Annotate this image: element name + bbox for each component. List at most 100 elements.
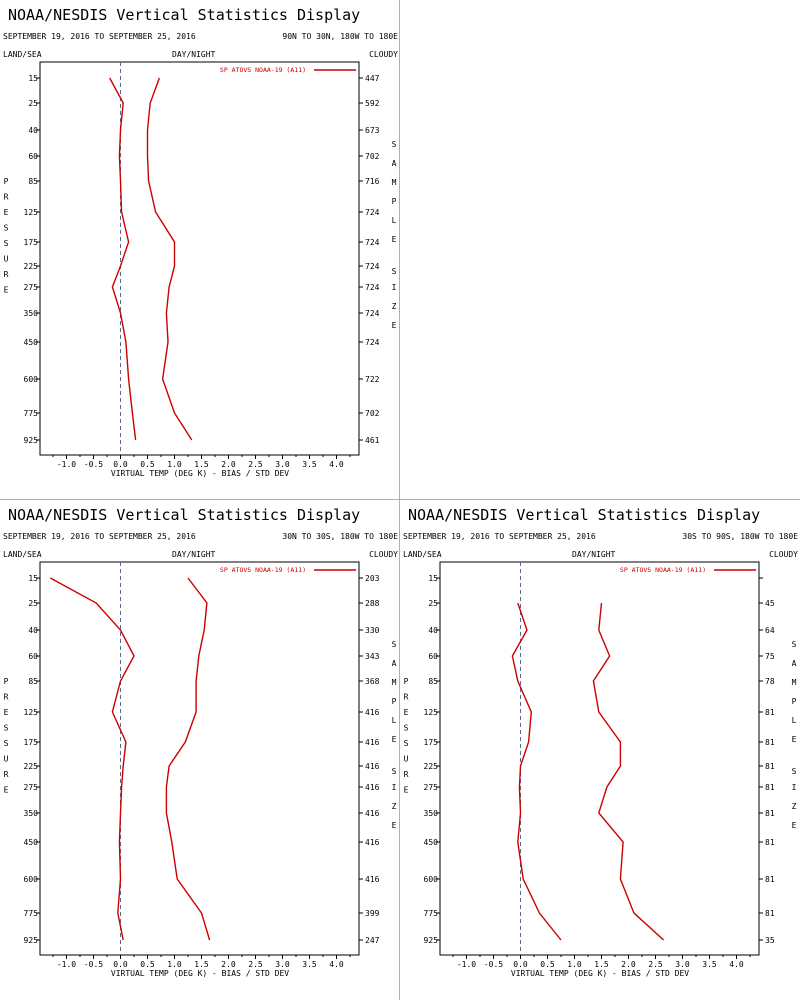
y-tick-label: 60 xyxy=(428,652,438,661)
y-axis-label-letter: P xyxy=(4,677,9,686)
x-tick-label: -1.0 xyxy=(57,460,76,469)
y2-axis-label-letter: E xyxy=(792,821,797,830)
y-tick-label: 925 xyxy=(424,936,439,945)
y2-axis-label-letter: S xyxy=(792,640,797,649)
x-tick-label: -0.5 xyxy=(84,460,103,469)
sample-size-label: 343 xyxy=(365,652,380,661)
x-tick-label: 2.0 xyxy=(621,960,636,969)
corner-label-day-night: DAY/NIGHT xyxy=(172,50,216,59)
x-tick-label: 1.0 xyxy=(167,960,182,969)
y2-axis-label-letter: I xyxy=(392,283,397,292)
y-tick-label: 125 xyxy=(24,708,39,717)
corner-label-land-sea: LAND/SEA xyxy=(3,550,42,559)
y-tick-label: 600 xyxy=(24,375,39,384)
sample-size-label: 702 xyxy=(365,409,380,418)
chart-svg: NOAA/NESDIS Vertical Statistics Display S… xyxy=(403,506,798,978)
sample-size-label: 673 xyxy=(365,126,380,135)
sample-size-label: 724 xyxy=(365,262,380,271)
y2-axis-label-letter: S xyxy=(392,140,397,149)
chart-title: NOAA/NESDIS Vertical Statistics Display xyxy=(8,506,360,524)
y2-axis-label-letter: M xyxy=(392,678,397,687)
legend-label: SP ATOVS NOAA-19 (A11) xyxy=(220,66,306,74)
y-tick-label: 175 xyxy=(424,738,439,747)
x-tick-label: 2.5 xyxy=(648,960,663,969)
x-tick-label: 1.5 xyxy=(194,460,209,469)
corner-label-day-night: DAY/NIGHT xyxy=(172,550,216,559)
x-tick-label: 1.5 xyxy=(194,960,209,969)
plot-frame xyxy=(39,561,360,956)
sample-size-label: 81 xyxy=(765,738,775,747)
y-axis-label-letter: R xyxy=(4,770,9,779)
y-tick-label: 225 xyxy=(424,762,439,771)
y2-axis-label-letter: E xyxy=(392,321,397,330)
sample-size-label: 461 xyxy=(365,436,380,445)
sample-size-label: 75 xyxy=(765,652,775,661)
plot-frame xyxy=(439,561,760,956)
x-tick-label: 2.0 xyxy=(221,460,236,469)
y-tick-label: 25 xyxy=(428,599,438,608)
y-axis-label-letter: S xyxy=(4,224,9,233)
y2-axis-label-letter: L xyxy=(792,716,797,725)
sample-size-label: 416 xyxy=(365,762,380,771)
y-tick-label: 175 xyxy=(24,238,39,247)
y-tick-label: 450 xyxy=(24,338,39,347)
y-axis-label-letter: E xyxy=(4,786,9,795)
corner-label-cloudy: CLOUDY xyxy=(769,550,798,559)
sample-size-label: 416 xyxy=(365,708,380,717)
legend-label: SP ATOVS NOAA-19 (A11) xyxy=(220,566,306,574)
y-tick-label: 600 xyxy=(24,875,39,884)
y-axis-label-letter: E xyxy=(404,708,409,717)
sample-size-label: 81 xyxy=(765,875,775,884)
sample-size-label: 702 xyxy=(365,152,380,161)
x-tick-label: 2.5 xyxy=(248,460,263,469)
std-dev-series-line xyxy=(146,77,193,441)
y-tick-label: 125 xyxy=(24,208,39,217)
y-tick-label: 40 xyxy=(28,126,38,135)
y-axis-label-letter: E xyxy=(404,786,409,795)
chart-svg: NOAA/NESDIS Vertical Statistics Display S… xyxy=(3,6,398,478)
x-tick-label: 0.5 xyxy=(140,960,155,969)
sample-size-label: 416 xyxy=(365,809,380,818)
y2-axis-label-letter: I xyxy=(392,783,397,792)
y-tick-label: 775 xyxy=(24,409,39,418)
y-axis-label-letter: U xyxy=(4,755,9,764)
y-tick-label: 275 xyxy=(424,783,439,792)
y-tick-label: 925 xyxy=(24,436,39,445)
x-tick-label: 1.0 xyxy=(167,460,182,469)
y2-axis-label-letter: E xyxy=(792,735,797,744)
x-tick-label: 0.0 xyxy=(113,460,128,469)
corner-label-day-night: DAY/NIGHT xyxy=(572,550,616,559)
sample-size-label: 368 xyxy=(365,677,380,686)
y-tick-label: 15 xyxy=(428,574,438,583)
legend-label: SP ATOVS NOAA-19 (A11) xyxy=(620,566,706,574)
sample-size-label: 724 xyxy=(365,309,380,318)
y-axis-label-letter: S xyxy=(404,739,409,748)
sample-size-label: 592 xyxy=(365,99,380,108)
chart-panel-north: NOAA/NESDIS Vertical Statistics Display S… xyxy=(0,0,400,500)
y-tick-label: 275 xyxy=(24,783,39,792)
y2-axis-label-letter: M xyxy=(792,678,797,687)
y-tick-label: 225 xyxy=(24,262,39,271)
sample-size-label: 247 xyxy=(365,936,380,945)
sample-size-label: 416 xyxy=(365,875,380,884)
y-axis-label-letter: R xyxy=(404,693,409,702)
y-tick-label: 85 xyxy=(28,677,38,686)
sample-size-label: 724 xyxy=(365,338,380,347)
y-tick-label: 60 xyxy=(28,152,38,161)
y-tick-label: 450 xyxy=(424,838,439,847)
y2-axis-label-letter: P xyxy=(392,697,397,706)
x-tick-label: -1.0 xyxy=(457,960,476,969)
y-tick-label: 25 xyxy=(28,599,38,608)
y-tick-label: 600 xyxy=(424,875,439,884)
chart-date-range: SEPTEMBER 19, 2016 TO SEPTEMBER 25, 2016 xyxy=(3,532,196,541)
corner-label-land-sea: LAND/SEA xyxy=(403,550,442,559)
y-axis-label-letter: R xyxy=(4,193,9,202)
y-tick-label: 775 xyxy=(24,909,39,918)
y-axis-label-letter: U xyxy=(404,755,409,764)
sample-size-label: 722 xyxy=(365,375,380,384)
x-tick-label: 0.0 xyxy=(513,960,528,969)
y-tick-label: 85 xyxy=(428,677,438,686)
y-tick-label: 350 xyxy=(24,309,39,318)
std-dev-series-line xyxy=(165,577,211,941)
x-tick-label: 1.0 xyxy=(567,960,582,969)
